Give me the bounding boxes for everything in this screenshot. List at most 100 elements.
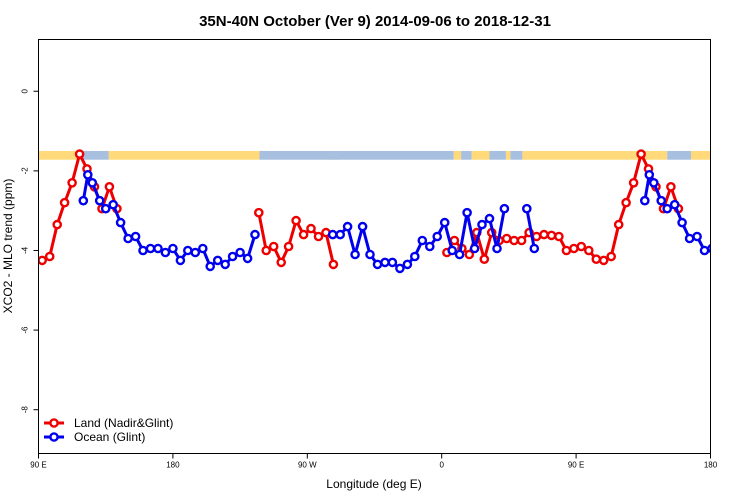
data-point xyxy=(220,259,230,270)
data-point xyxy=(621,197,631,208)
band-land-segment xyxy=(108,150,260,160)
x-tick-label: 0 xyxy=(439,461,444,470)
data-point xyxy=(205,261,215,272)
data-point xyxy=(606,251,617,262)
data-point xyxy=(716,245,723,252)
data-point xyxy=(684,233,695,244)
band-land-segment xyxy=(453,150,462,160)
x-tick-label: 180 xyxy=(166,461,180,470)
chart-title: 35N-40N October (Ver 9) 2014-09-06 to 20… xyxy=(199,13,551,30)
data-point xyxy=(387,257,398,268)
x-tick-label: 90 E xyxy=(568,461,584,470)
data-point xyxy=(447,245,458,256)
data-point xyxy=(235,247,245,258)
band-land-segment xyxy=(471,150,490,160)
data-point xyxy=(130,231,141,242)
data-point xyxy=(469,243,480,254)
data-point xyxy=(644,169,655,180)
series-line xyxy=(445,152,680,262)
data-point xyxy=(160,247,171,258)
data-point xyxy=(454,249,465,260)
legend-swatch-marker xyxy=(49,418,59,428)
data-point xyxy=(561,245,572,256)
legend-item-land: Land (Nadir&Glint) xyxy=(44,416,173,430)
x-axis-label: Longitude (deg E) xyxy=(326,477,421,491)
data-point xyxy=(372,259,383,270)
data-point xyxy=(145,243,156,254)
data-point xyxy=(298,229,309,240)
data-point xyxy=(87,177,98,188)
data-point xyxy=(395,263,405,274)
data-point xyxy=(613,219,624,230)
band-land-segment xyxy=(522,150,668,160)
data-point xyxy=(138,245,148,256)
y-tick-label: 0 xyxy=(21,88,30,93)
data-point xyxy=(584,245,594,256)
data-point xyxy=(707,243,711,254)
data-point xyxy=(190,247,201,258)
band-land-segment xyxy=(505,150,511,160)
data-point xyxy=(104,181,115,192)
data-point xyxy=(636,149,646,159)
data-point xyxy=(529,243,540,254)
data-point xyxy=(484,213,495,224)
data-point xyxy=(692,231,702,242)
y-tick-label: -8 xyxy=(21,406,30,414)
data-point xyxy=(253,207,264,218)
data-point xyxy=(283,241,294,252)
data-point xyxy=(598,255,609,266)
series-layer xyxy=(38,149,738,274)
data-point xyxy=(492,243,502,254)
data-point xyxy=(409,251,420,262)
data-point xyxy=(261,245,272,256)
data-point xyxy=(313,231,324,242)
data-point xyxy=(477,219,487,230)
data-point xyxy=(197,243,208,254)
data-point xyxy=(628,177,639,188)
x-tick-label: 180 xyxy=(704,461,718,470)
legend-item-ocean: Ocean (Glint) xyxy=(44,430,145,444)
y-axis: 0 -2 -4 -6 -8 xyxy=(21,88,39,413)
band-ocean-segment xyxy=(461,150,472,160)
data-point xyxy=(731,245,738,252)
data-point xyxy=(328,259,339,270)
data-point xyxy=(439,217,450,228)
data-point xyxy=(67,177,77,188)
data-point xyxy=(591,254,602,265)
data-point xyxy=(52,219,63,230)
band-ocean-segment xyxy=(667,150,692,160)
data-point xyxy=(212,255,223,266)
legend-swatch-marker xyxy=(49,432,59,442)
data-point xyxy=(227,251,238,262)
data-point xyxy=(182,245,193,256)
y-axis-label: XCO2 - MLO trend (ppm) xyxy=(1,179,15,314)
data-point xyxy=(699,245,710,256)
data-point xyxy=(516,235,527,246)
data-point xyxy=(479,254,490,265)
data-point xyxy=(501,233,512,244)
data-point xyxy=(464,249,475,260)
data-point xyxy=(365,249,375,260)
band-land-segment xyxy=(38,150,79,160)
x-axis: 90 E 180 90 W 0 90 E 180 xyxy=(30,453,718,470)
data-point xyxy=(499,203,510,214)
plot-frame xyxy=(38,39,711,454)
data-point xyxy=(306,223,316,234)
band-ocean-segment xyxy=(489,150,506,160)
data-point xyxy=(291,215,301,226)
data-point xyxy=(357,221,368,232)
data-point xyxy=(649,177,659,188)
data-point xyxy=(268,241,279,252)
data-point xyxy=(350,249,360,260)
data-point xyxy=(175,255,186,266)
data-point xyxy=(250,229,260,240)
data-point xyxy=(168,243,178,254)
series-line xyxy=(525,208,536,249)
coverage-band xyxy=(38,150,711,160)
data-point xyxy=(327,229,338,240)
data-point xyxy=(153,243,163,254)
data-point xyxy=(723,249,730,256)
x-tick-label: 90 W xyxy=(298,461,317,470)
y-tick-label: -4 xyxy=(21,246,30,254)
data-point xyxy=(83,169,93,180)
